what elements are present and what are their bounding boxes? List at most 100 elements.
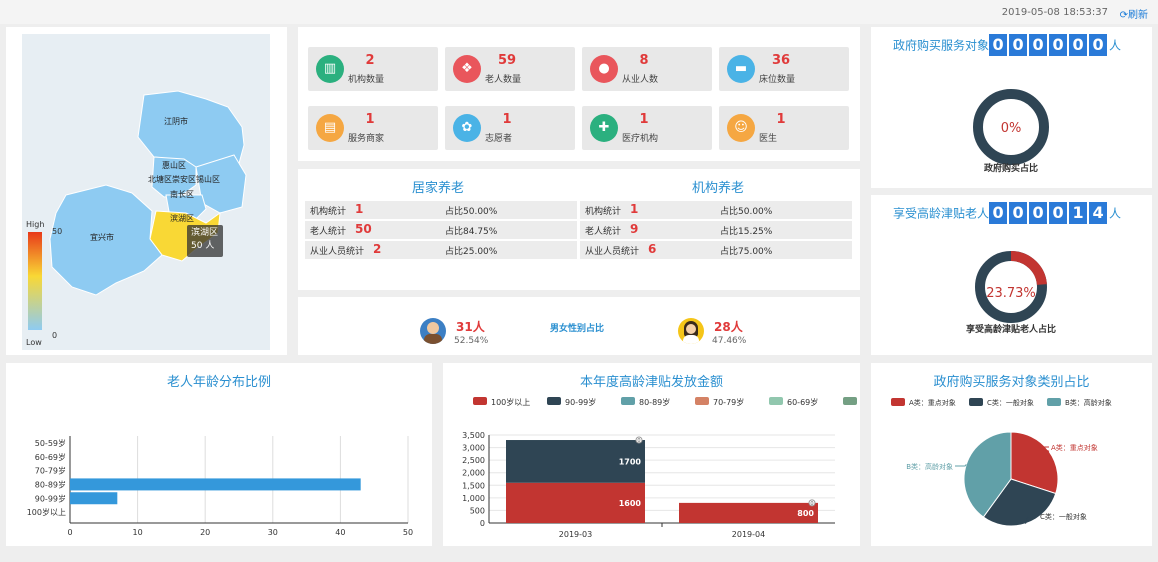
y-tick-label: 90-99岁 xyxy=(35,493,66,503)
care-row-value: 50 xyxy=(355,222,372,236)
care-row-label: 从业人员统计 xyxy=(585,247,640,257)
subsidy-unit: 人 xyxy=(1109,206,1122,221)
stat-value: 1 xyxy=(776,112,786,127)
counter-digit: 0 xyxy=(1049,202,1068,224)
stat-card[interactable]: ▬ 36 床位数量 xyxy=(719,47,849,91)
user-icon: ● xyxy=(590,55,618,83)
care-row: 机构统计 1 占比50.00% xyxy=(580,201,852,219)
y-tick-label: 100岁以上 xyxy=(27,507,66,517)
legend-label: B类：高龄对象 xyxy=(1065,398,1112,407)
stat-value: 8 xyxy=(639,53,649,68)
y-tick-label: 2,000 xyxy=(462,469,485,478)
legend-swatch xyxy=(473,397,487,405)
gov-service-unit: 人 xyxy=(1109,38,1122,53)
legend-swatch xyxy=(621,397,635,405)
timestamp: 2019-05-08 18:53:37 xyxy=(1001,7,1108,18)
stat-card[interactable]: ▥ 2 机构数量 xyxy=(308,47,438,91)
map-label: 惠山区 xyxy=(162,160,186,170)
care-row-value: 1 xyxy=(355,202,364,216)
female-pct: 47.46% xyxy=(712,336,747,346)
counter-digit: 1 xyxy=(1069,202,1088,224)
stat-card[interactable]: ● 8 从业人数 xyxy=(582,47,712,91)
tooltip-region: 滨湖区 xyxy=(191,228,219,238)
bar-top-marker xyxy=(635,436,643,444)
category-chart-title: 政府购买服务对象类别占比 xyxy=(933,375,1090,390)
stat-card[interactable]: ✿ 1 志愿者 xyxy=(445,106,575,150)
counter-digit: 0 xyxy=(1089,34,1108,56)
legend-swatch xyxy=(695,397,709,405)
subsidy-panel: 享受高龄津贴老人 0 0 0 0 1 4 人 23.73% 享受高龄津贴老人占比 xyxy=(871,195,1152,355)
counter-digit: 0 xyxy=(989,34,1008,56)
counter-digit: 0 xyxy=(1009,34,1028,56)
gender-title: 男女性别占比 xyxy=(550,324,605,334)
x-tick-label: 50 xyxy=(403,528,413,537)
stat-label: 服务商家 xyxy=(348,134,385,144)
x-tick-label: 2019-03 xyxy=(559,530,592,539)
region-yixing xyxy=(49,184,163,296)
care-row-ratio: 占比25.00% xyxy=(445,247,498,257)
subsidy-donut: 23.73% 享受高龄津贴老人占比 xyxy=(966,251,1056,335)
stat-label: 机构数量 xyxy=(348,75,385,85)
stat-value: 36 xyxy=(771,53,791,68)
group-icon: ❖ xyxy=(453,55,481,83)
visual-map-min: 0 xyxy=(52,331,57,340)
pie-label-line xyxy=(1038,446,1050,452)
pie-label: B类：高龄对象 xyxy=(906,462,953,471)
care-row: 从业人员统计 6 占比75.00% xyxy=(580,241,852,259)
refresh-icon: ⟳ xyxy=(1119,10,1128,21)
gender-panel: 31人 52.54% 男女性别占比 28人 47.46% xyxy=(298,297,860,355)
map-label: 滨湖区 xyxy=(170,213,194,223)
subsidy-stacked-chart[interactable]: 100岁以上90-99岁80-89岁70-79岁60-69岁50-59岁0500… xyxy=(443,363,860,546)
care-row-ratio: 占比15.25% xyxy=(720,227,773,237)
gov-donut-caption: 政府购买占比 xyxy=(984,162,1038,174)
age-chart-panel: 老人年龄分布比例 0 10 20 30 40 50 50-59岁 60-69岁 70-79岁 80… xyxy=(6,363,432,546)
map-label: 北塘区崇安区锡山区 xyxy=(148,174,220,184)
care-type-panel: 居家养老 机构养老 机构统计 1 占比50.00% 老人统计 50 占比84.75% 从业人… xyxy=(298,169,860,290)
age-bar-chart[interactable]: 0 10 20 30 40 50 50-59岁 60-69岁 70-79岁 80-89岁 90-99… xyxy=(6,363,432,546)
pie-slice xyxy=(963,431,1012,518)
gov-service-header: 政府购买服务对象 0 0 0 0 0 0 人 xyxy=(893,34,1121,56)
care-row-value: 6 xyxy=(648,242,657,256)
x-tick-label: 2019-04 xyxy=(732,530,765,539)
visual-map-low: Low xyxy=(26,338,42,347)
y-tick-label: 0 xyxy=(480,519,485,528)
stat-value: 1 xyxy=(365,112,375,127)
stat-card[interactable]: ❖ 59 老人数量 xyxy=(445,47,575,91)
map-label: 江阴市 xyxy=(164,116,188,126)
male-pct: 52.54% xyxy=(454,336,489,346)
stat-card[interactable]: ☺ 1 医生 xyxy=(719,106,849,150)
legend-swatch xyxy=(769,397,783,405)
gov-donut-label: 0% xyxy=(1001,121,1022,136)
map-panel: 江阴市 惠山区 北塘区崇安区锡山区 南长区 滨湖区 宜兴市 High 50 0 … xyxy=(6,27,287,355)
pie-label: A类：重点对象 xyxy=(1051,443,1098,452)
gov-service-donut: 0% 政府购买占比 xyxy=(973,89,1049,174)
category-chart-panel: 政府购买服务对象类别占比 A类：重点对象 C类：一般对象 B类：高龄对象 A类：重点对… xyxy=(871,363,1152,546)
region-map[interactable]: 江阴市 惠山区 北塘区崇安区锡山区 南长区 滨湖区 宜兴市 High 50 0 … xyxy=(6,27,287,355)
age-bar xyxy=(70,478,361,491)
care-row-label: 机构统计 xyxy=(310,207,347,217)
age-chart-title: 老人年龄分布比例 xyxy=(166,375,271,390)
care-row-ratio: 占比50.00% xyxy=(720,207,773,217)
y-tick-label: 3,500 xyxy=(462,431,485,440)
refresh-button[interactable]: ⟳刷新 xyxy=(1120,6,1148,21)
y-tick-label: 2,500 xyxy=(462,456,485,465)
legend-swatch xyxy=(843,397,857,405)
care-row: 机构统计 1 占比50.00% xyxy=(305,201,577,219)
bar-value-label: 1700 xyxy=(619,457,642,466)
x-tick-label: 30 xyxy=(268,528,278,537)
gov-service-title: 政府购买服务对象 xyxy=(893,38,990,53)
refresh-label: 刷新 xyxy=(1128,10,1148,21)
stat-card[interactable]: ▤ 1 服务商家 xyxy=(308,106,438,150)
stat-card[interactable]: ✚ 1 医疗机构 xyxy=(582,106,712,150)
tooltip-value: 50 人 xyxy=(191,241,215,251)
category-pie-chart[interactable]: A类：重点对象 C类：一般对象 B类：高龄对象 A类：重点对象 C类：一般对象 B类：高龄… xyxy=(871,363,1152,546)
bar-top-label: 0 xyxy=(637,438,640,444)
bar-top-marker xyxy=(808,499,816,507)
volunteer-icon: ✿ xyxy=(453,114,481,142)
care-row-ratio: 占比84.75% xyxy=(445,227,498,237)
bed-icon: ▬ xyxy=(727,55,755,83)
bar-value-label: 800 xyxy=(797,509,814,518)
legend-swatch xyxy=(547,397,561,405)
hospital-icon: ✚ xyxy=(590,114,618,142)
female-avatar-icon xyxy=(678,318,704,344)
